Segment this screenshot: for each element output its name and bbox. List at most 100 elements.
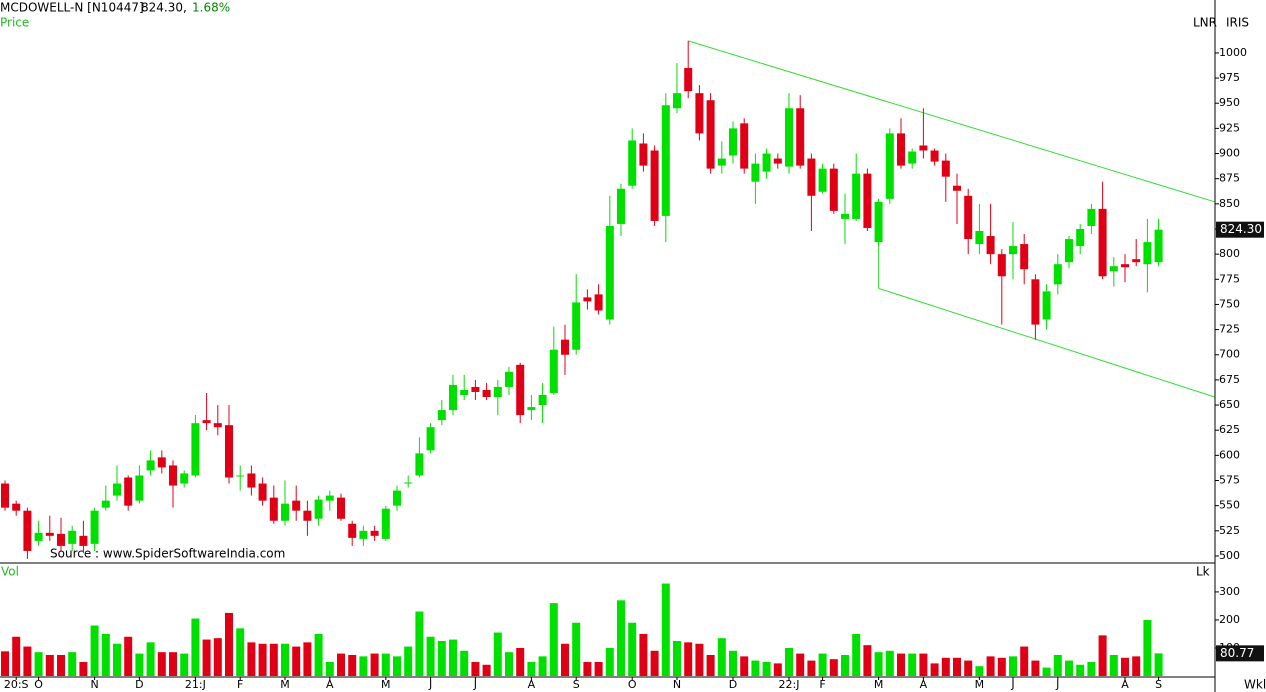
volume-title: Vol xyxy=(1,565,19,579)
x-tick-label: M xyxy=(874,678,884,691)
volume-bar xyxy=(829,659,838,676)
volume-bar xyxy=(874,652,883,676)
y-tick-label: 900 xyxy=(1219,147,1240,160)
candle-body xyxy=(785,108,793,167)
candle-body xyxy=(113,483,121,496)
candle-body xyxy=(673,93,681,109)
candle-body xyxy=(381,508,390,539)
candle-body xyxy=(258,483,267,501)
volume-bar xyxy=(359,656,368,676)
candle-body xyxy=(393,490,401,506)
volume-bar xyxy=(381,653,390,676)
volume-bar xyxy=(281,643,289,676)
volume-bar xyxy=(673,640,681,676)
candle-body xyxy=(135,475,144,501)
volume-bar xyxy=(628,622,637,676)
candle-body xyxy=(1087,208,1096,226)
candle-body xyxy=(740,123,749,169)
volume-bar xyxy=(236,628,245,676)
x-tick-label: A xyxy=(326,678,334,691)
volume-bar xyxy=(885,650,894,676)
candle-body xyxy=(303,510,312,521)
candle-body xyxy=(1076,228,1085,247)
candle-body xyxy=(841,213,849,219)
volume-bar xyxy=(180,653,189,676)
volume-bar xyxy=(303,642,312,676)
x-tick-label: J xyxy=(473,678,477,691)
candle-body xyxy=(549,349,558,393)
x-tick-label: D xyxy=(135,678,143,691)
candle-body xyxy=(404,482,413,484)
volume-bar xyxy=(1087,661,1096,676)
y-tick-label: 1000 xyxy=(1219,46,1247,59)
candle-body xyxy=(964,195,973,240)
candle-body xyxy=(997,254,1006,277)
y-tick-label: 750 xyxy=(1219,297,1240,310)
volume-bar xyxy=(191,618,200,676)
candle-body xyxy=(919,145,928,151)
volume-bar xyxy=(684,642,693,676)
candle-body xyxy=(975,230,984,245)
candle-body xyxy=(325,495,334,501)
volume-bar xyxy=(1065,660,1073,676)
candle-body xyxy=(337,497,345,519)
y-tick-label: 775 xyxy=(1219,272,1240,285)
candle-body xyxy=(23,510,32,551)
volume-bar xyxy=(1042,667,1051,676)
candle-body xyxy=(236,475,245,477)
y-tick-label: 525 xyxy=(1219,524,1240,537)
volume-bar xyxy=(706,654,715,676)
candle-body xyxy=(213,423,222,428)
x-tick-label: S xyxy=(1155,678,1162,691)
candle-body xyxy=(45,532,54,536)
y-tick-label: 650 xyxy=(1219,398,1240,411)
candle-body xyxy=(281,503,289,521)
x-tick-label: A xyxy=(1121,678,1129,691)
candle-body xyxy=(1009,246,1017,255)
candle-body xyxy=(751,163,760,182)
volume-bar xyxy=(527,661,536,676)
volume-bar xyxy=(964,660,973,676)
volume-bar xyxy=(437,640,446,676)
volume-bar xyxy=(135,653,144,676)
candle-body xyxy=(34,532,43,541)
candle-body xyxy=(1121,264,1129,268)
volume-bar xyxy=(1143,619,1152,676)
volume-bar xyxy=(90,625,99,676)
candle-body xyxy=(527,407,536,411)
volume-bar xyxy=(605,647,614,676)
candle-body xyxy=(482,389,491,398)
candle-body xyxy=(953,185,961,191)
candle-body xyxy=(796,108,805,166)
volume-bar xyxy=(785,647,793,676)
y-tick-label: 800 xyxy=(1219,247,1240,260)
candle-body xyxy=(57,533,65,546)
candle-body xyxy=(269,497,278,521)
volume-bar xyxy=(695,643,704,676)
candle-body xyxy=(1,483,9,508)
volume-bar xyxy=(314,633,323,676)
last-volume-label: 80.77 xyxy=(1220,646,1254,660)
volume-bar xyxy=(113,643,121,676)
volume-bar xyxy=(415,611,424,676)
volume-bar xyxy=(773,663,782,676)
volume-bar xyxy=(1132,656,1141,676)
volume-bar xyxy=(841,654,849,676)
trendline xyxy=(688,40,1215,203)
candle-body xyxy=(605,225,614,320)
candle-body xyxy=(1154,229,1163,263)
volume-bar xyxy=(505,652,513,676)
volume-bar xyxy=(572,622,581,676)
candle-body xyxy=(437,410,446,421)
header-change: 1.68% xyxy=(192,1,230,15)
volume-bar xyxy=(639,633,648,676)
candle-body xyxy=(90,510,99,544)
candle-body xyxy=(191,423,200,476)
volume-bar xyxy=(762,661,771,676)
volume-bar xyxy=(807,660,816,676)
volume-bar xyxy=(1053,654,1062,676)
candle-body xyxy=(1098,208,1107,277)
volume-bar xyxy=(930,663,939,676)
volume-bar xyxy=(393,656,401,676)
candle-body xyxy=(572,302,581,350)
